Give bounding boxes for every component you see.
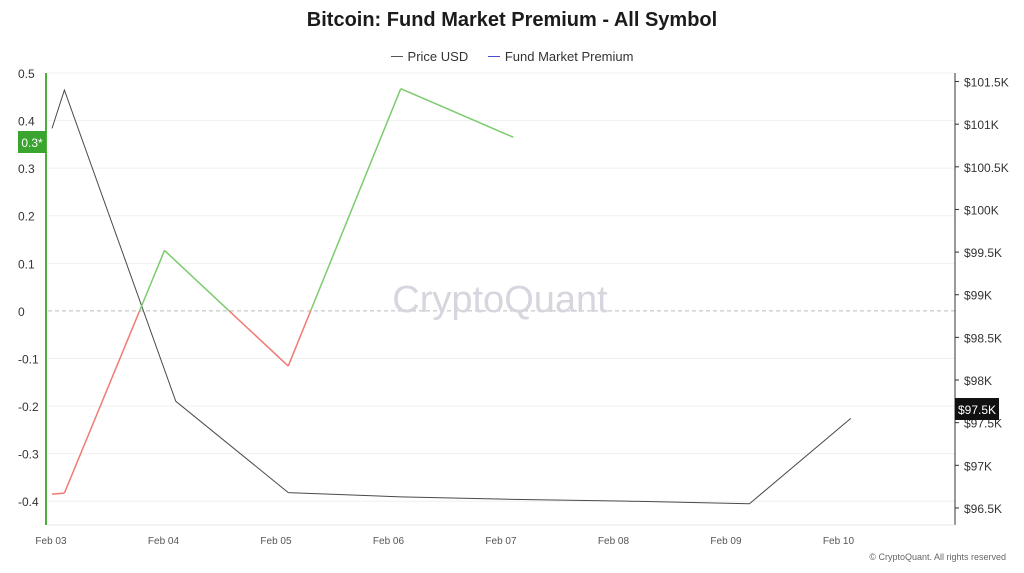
x-tick-label: Feb 05 — [260, 536, 292, 547]
chart-title: Bitcoin: Fund Market Premium - All Symbo… — [306, 9, 718, 31]
series-fund-market-premium-segment — [287, 310, 312, 367]
left-tick-label: 0.1 — [18, 257, 35, 271]
x-tick-label: Feb 03 — [35, 536, 67, 547]
legend-item-price[interactable]: Price USD — [390, 49, 469, 64]
x-tick-label: Feb 06 — [373, 536, 405, 547]
left-tick-label: -0.4 — [18, 495, 39, 509]
legend-item-premium[interactable]: Fund Market Premium — [487, 49, 634, 64]
copyright-footer: © CryptoQuant. All rights reserved — [869, 552, 1006, 562]
chart-legend: Price USD Fund Market Premium — [0, 45, 1024, 64]
x-tick-label: Feb 04 — [148, 536, 180, 547]
x-tick-label: Feb 09 — [710, 536, 742, 547]
left-tick-label: -0.1 — [18, 352, 39, 366]
series-fund-market-premium-segment — [309, 88, 402, 312]
left-tick-label: 0.5 — [18, 67, 35, 81]
left-last-value-label: 0.3* — [21, 136, 43, 150]
legend-label-price: Price USD — [407, 49, 469, 64]
series-fund-market-premium-segment — [228, 310, 289, 367]
x-tick-label: Feb 10 — [823, 536, 855, 547]
series-fund-market-premium-segment — [163, 249, 230, 312]
x-tick-label: Feb 07 — [485, 536, 517, 547]
left-last-value-badge — [18, 131, 46, 153]
right-tick-label: $101.5K — [964, 76, 1009, 90]
x-tick-label: Feb 08 — [598, 536, 630, 547]
right-tick-label: $98K — [964, 374, 992, 388]
right-tick-label: $97K — [964, 459, 992, 473]
right-tick-label: $99.5K — [964, 246, 1002, 260]
right-tick-label: $96.5K — [964, 502, 1002, 516]
left-tick-label: 0.3 — [18, 162, 35, 176]
series-fund-market-premium-segment — [400, 88, 514, 138]
legend-swatch-premium — [487, 56, 500, 57]
right-last-value-badge — [955, 398, 999, 420]
legend-swatch-price — [390, 56, 403, 57]
left-tick-label: 0 — [18, 305, 25, 319]
right-last-value-label: $97.5K — [958, 403, 996, 417]
series-price-usd-line — [51, 88, 852, 505]
left-tick-label: 0.4 — [18, 115, 35, 129]
series-fund-market-premium-segment — [51, 492, 65, 495]
series-fund-market-premium-segment — [138, 250, 166, 312]
watermark: CryptoQuant — [392, 279, 608, 321]
right-tick-label: $98.5K — [964, 331, 1002, 345]
right-tick-label: $100K — [964, 203, 999, 217]
right-tick-label: $99K — [964, 289, 992, 303]
left-tick-label: -0.3 — [18, 448, 39, 462]
left-tick-label: -0.2 — [18, 400, 39, 414]
series-fund-market-premium-segment — [63, 310, 141, 494]
right-tick-label: $100.5K — [964, 161, 1009, 175]
right-tick-label: $101K — [964, 118, 999, 132]
legend-label-premium: Fund Market Premium — [504, 49, 634, 64]
left-tick-label: 0.2 — [18, 210, 35, 224]
right-tick-label: $97.5K — [964, 417, 1002, 431]
